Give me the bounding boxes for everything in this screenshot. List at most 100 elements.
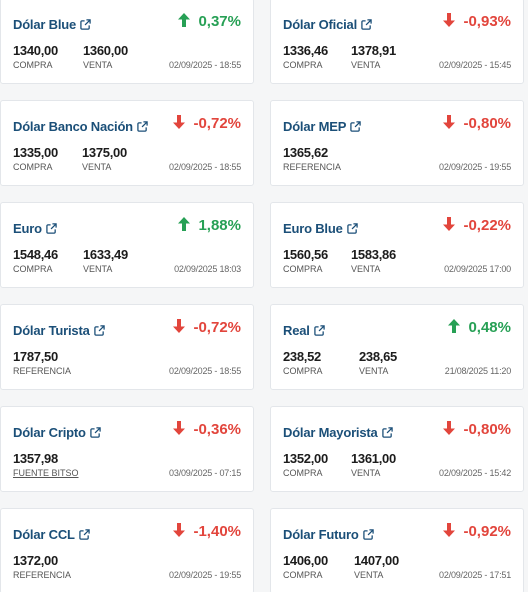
change-percentage: -0,93% — [443, 13, 511, 30]
price-label: COMPRA — [283, 60, 323, 70]
arrow-down-icon — [443, 115, 456, 129]
price-value: 1633,49 — [83, 247, 128, 262]
external-link-icon[interactable] — [313, 325, 325, 336]
quote-title[interactable]: Dólar MEP — [283, 119, 361, 134]
price-value: 1560,56 — [283, 247, 328, 262]
quote-title[interactable]: Dólar Turista — [13, 323, 105, 338]
arrow-down-icon — [173, 421, 186, 435]
change-percentage: -0,22% — [443, 217, 511, 234]
change-value: 0,37% — [198, 13, 241, 30]
quote-card[interactable]: Euro 1,88% 1548,46 COMPRA 1633,49 VENTA 02/09/… — [0, 202, 254, 288]
quote-card[interactable]: Dólar Cripto -0,36% 1357,98 FUENTE BITSO 03/… — [0, 406, 254, 492]
quote-title-text[interactable]: Dólar Mayorista — [283, 425, 378, 440]
quote-card[interactable]: Dólar CCL -1,40% 1372,00 REFERENCIA 02/09/20… — [0, 508, 254, 592]
quote-title[interactable]: Euro — [13, 221, 57, 236]
change-percentage: 0,37% — [178, 13, 241, 30]
quote-card[interactable]: Real 0,48% 238,52 COMPRA 238,65 VENTA 21/08/20… — [270, 304, 524, 390]
quote-title-text[interactable]: Dólar Oficial — [283, 17, 357, 32]
quote-title-text[interactable]: Dólar Turista — [13, 323, 90, 338]
update-timestamp: 02/09/2025 - 15:45 — [439, 60, 511, 70]
quote-title[interactable]: Dólar Futuro — [283, 527, 374, 542]
change-percentage: -0,80% — [443, 115, 511, 132]
price-label: VENTA — [351, 468, 381, 478]
price-label: COMPRA — [283, 570, 323, 580]
price-value: 1336,46 — [283, 43, 328, 58]
quote-card[interactable]: Dólar Oficial -0,93% 1336,46 COMPRA 1378,91 V… — [270, 0, 524, 84]
price-value: 1378,91 — [351, 43, 396, 58]
quote-card[interactable]: Dólar Futuro -0,92% 1406,00 COMPRA 1407,00 VE… — [270, 508, 524, 592]
price-value: 1361,00 — [351, 451, 396, 466]
change-percentage: -1,40% — [173, 523, 241, 540]
price-label: VENTA — [83, 60, 113, 70]
quote-title-text[interactable]: Dólar MEP — [283, 119, 347, 134]
quote-title[interactable]: Dólar Banco Nación — [13, 119, 148, 134]
external-link-icon[interactable] — [362, 529, 374, 540]
update-timestamp: 02/09/2025 - 17:51 — [439, 570, 511, 580]
quote-card[interactable]: Euro Blue -0,22% 1560,56 COMPRA 1583,86 VENTA… — [270, 202, 524, 288]
arrow-up-icon — [178, 13, 191, 27]
quote-title[interactable]: Dólar Cripto — [13, 425, 101, 440]
quote-title[interactable]: Dólar Blue — [13, 17, 91, 32]
price-value: 1407,00 — [354, 553, 399, 568]
change-value: -0,93% — [463, 13, 511, 30]
update-timestamp: 02/09/2025 - 18:55 — [169, 60, 241, 70]
quote-title-text[interactable]: Dólar Futuro — [283, 527, 359, 542]
quote-title-text[interactable]: Euro Blue — [283, 221, 343, 236]
external-link-icon[interactable] — [361, 19, 372, 30]
change-percentage: 0,48% — [448, 319, 511, 336]
change-value: -0,72% — [193, 115, 241, 132]
price-value: 1360,00 — [83, 43, 128, 58]
change-value: -0,22% — [463, 217, 511, 234]
quote-card[interactable]: Dólar Blue 0,37% 1340,00 COMPRA 1360,00 VENTA… — [0, 0, 254, 84]
update-timestamp: 02/09/2025 - 19:55 — [169, 570, 241, 580]
update-timestamp: 02/09/2025 - 18:55 — [169, 366, 241, 376]
quote-title-text[interactable]: Dólar Banco Nación — [13, 119, 133, 134]
external-link-icon[interactable] — [79, 529, 90, 540]
price-value: 1583,86 — [351, 247, 396, 262]
price-value: 238,52 — [283, 349, 321, 364]
change-value: -1,40% — [193, 523, 241, 540]
update-timestamp: 02/09/2025 - 15:42 — [439, 468, 511, 478]
change-value: -0,36% — [193, 421, 241, 438]
quote-title-text[interactable]: Dólar CCL — [13, 527, 75, 542]
change-percentage: 1,88% — [178, 217, 241, 234]
quote-card[interactable]: Dólar Mayorista -0,80% 1352,00 COMPRA 1361,0… — [270, 406, 524, 492]
quote-title[interactable]: Dólar Mayorista — [283, 425, 393, 440]
quote-title[interactable]: Dólar CCL — [13, 527, 90, 542]
price-label: COMPRA — [283, 366, 323, 376]
price-label: REFERENCIA — [13, 366, 72, 376]
price-label: REFERENCIA — [283, 162, 342, 172]
arrow-up-icon — [178, 217, 191, 231]
quote-title-text[interactable]: Real — [283, 323, 310, 338]
quote-title-text[interactable]: Dólar Blue — [13, 17, 77, 32]
quote-card[interactable]: Dólar Turista -0,72% 1787,50 REFERENCIA 02/0… — [0, 304, 254, 390]
quote-title[interactable]: Euro Blue — [283, 221, 358, 236]
price-label: VENTA — [354, 570, 384, 580]
external-link-icon[interactable] — [93, 325, 105, 336]
price-label: VENTA — [82, 162, 112, 172]
quote-title[interactable]: Dólar Oficial — [283, 17, 372, 32]
external-link-icon[interactable] — [381, 427, 393, 438]
external-link-icon[interactable] — [350, 121, 361, 132]
arrow-down-icon — [173, 115, 186, 129]
quote-card[interactable]: Dólar Banco Nación -0,72% 1335,00 COMPRA 137… — [0, 100, 254, 186]
change-percentage: -0,72% — [173, 115, 241, 132]
change-value: -0,80% — [463, 115, 511, 132]
quote-title-text[interactable]: Dólar Cripto — [13, 425, 86, 440]
price-label: COMPRA — [283, 264, 323, 274]
price-value: 1335,00 — [13, 145, 58, 160]
external-link-icon[interactable] — [346, 223, 358, 234]
quote-card[interactable]: Dólar MEP -0,80% 1365,62 REFERENCIA 02/09/20… — [270, 100, 524, 186]
arrow-up-icon — [448, 319, 461, 333]
source-link[interactable]: FUENTE BITSO — [13, 468, 79, 478]
arrow-down-icon — [443, 217, 456, 231]
external-link-icon[interactable] — [46, 223, 57, 234]
quote-title[interactable]: Real — [283, 323, 325, 338]
price-value: 1352,00 — [283, 451, 328, 466]
external-link-icon[interactable] — [137, 121, 148, 132]
external-link-icon[interactable] — [89, 427, 101, 438]
price-label: COMPRA — [13, 162, 53, 172]
price-value: 1372,00 — [13, 553, 58, 568]
quote-title-text[interactable]: Euro — [13, 221, 42, 236]
external-link-icon[interactable] — [80, 19, 91, 30]
